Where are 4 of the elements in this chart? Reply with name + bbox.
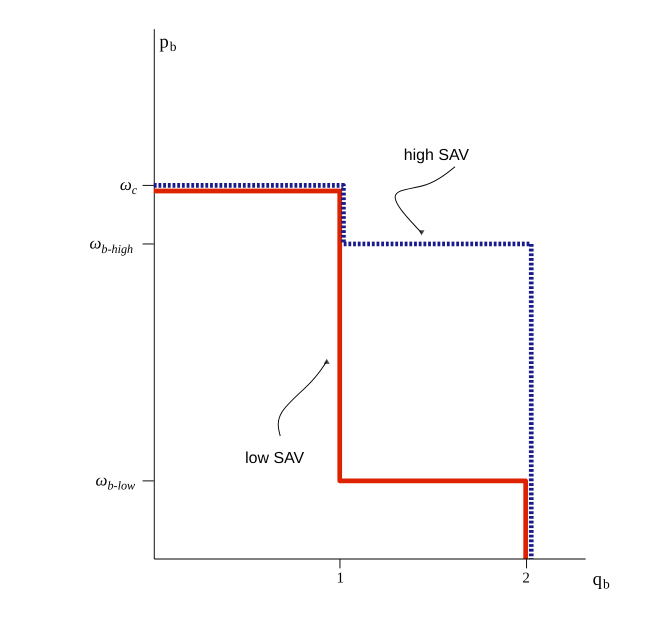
text: low SAV bbox=[245, 450, 305, 468]
x-tick-label: 1 bbox=[336, 570, 344, 586]
text: high SAV bbox=[404, 147, 470, 164]
x-tick-label: 2 bbox=[522, 570, 530, 586]
